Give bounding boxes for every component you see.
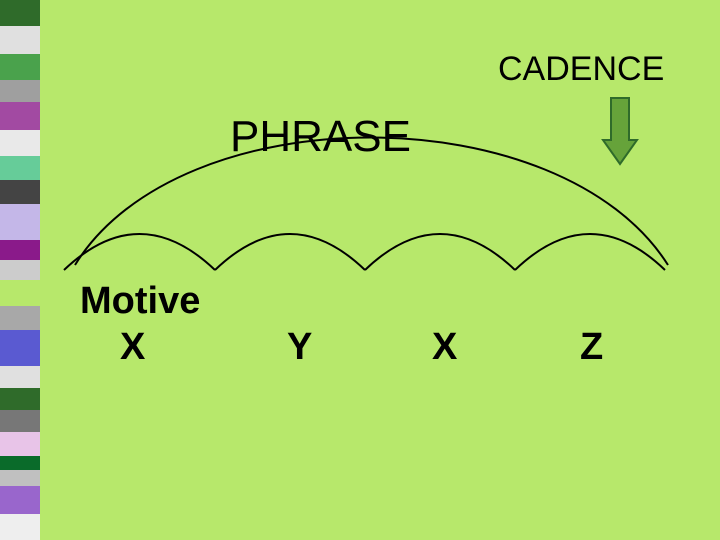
motive-z-label: Z <box>580 326 603 369</box>
motive-x-label: X <box>120 326 145 369</box>
cadence-arrow-icon <box>603 98 637 164</box>
motive-x2-label: X <box>432 326 457 369</box>
cadence-label: CADENCE <box>498 50 664 89</box>
phrase-label: PHRASE <box>230 112 411 162</box>
motive-y-label: Y <box>287 326 312 369</box>
motive-label: Motive <box>80 280 200 323</box>
